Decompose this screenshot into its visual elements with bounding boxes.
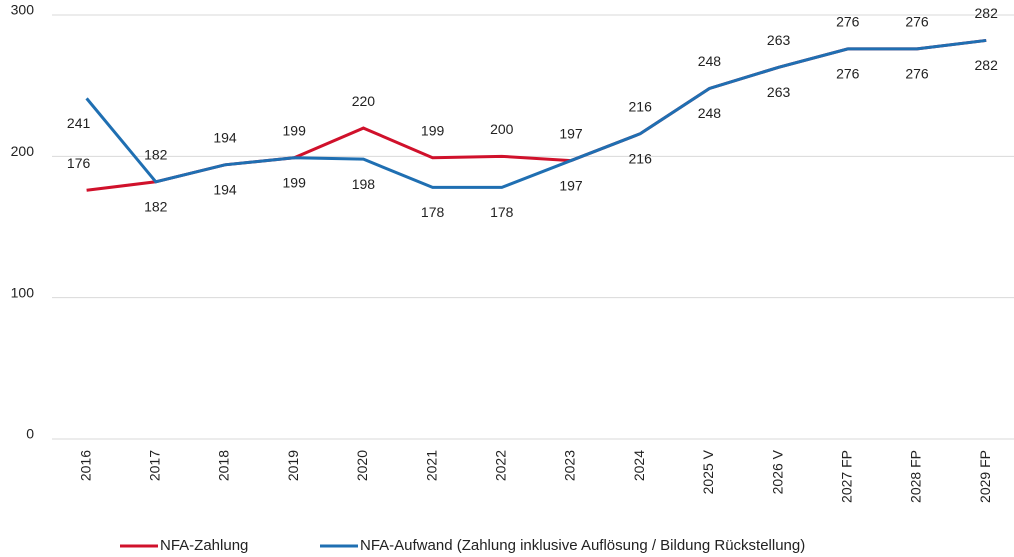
data-label: 194 (213, 130, 237, 146)
y-tick-label: 300 (11, 2, 35, 18)
data-label: 194 (213, 182, 237, 198)
x-tick-label: 2025 V (700, 449, 716, 494)
data-label: 248 (698, 105, 722, 121)
data-label: 276 (905, 14, 929, 30)
data-label: 216 (629, 98, 653, 114)
data-label: 263 (767, 32, 791, 48)
data-label: 199 (421, 122, 445, 138)
data-label: 241 (67, 115, 91, 131)
series-line (86, 38, 987, 192)
x-tick-label: 2024 (631, 450, 647, 481)
data-label: 276 (905, 66, 929, 82)
legend-label: NFA-Zahlung (160, 537, 248, 554)
x-tick-label: 2019 (285, 450, 301, 481)
x-tick-label: 2028 FP (908, 450, 924, 503)
x-tick-label: 2016 (77, 450, 93, 481)
data-label: 199 (283, 122, 307, 138)
data-label: 182 (144, 198, 168, 214)
data-label: 198 (352, 176, 376, 192)
data-label: 200 (490, 121, 514, 137)
x-tick-label: 2023 (562, 450, 578, 481)
x-tick-label: 2022 (493, 450, 509, 481)
data-label: 176 (67, 155, 91, 171)
x-tick-label: 2018 (216, 450, 232, 481)
data-label: 282 (975, 5, 999, 21)
data-label: 282 (975, 57, 999, 73)
x-tick-label: 2021 (423, 450, 439, 481)
data-label: 276 (836, 14, 860, 30)
data-label: 216 (629, 150, 653, 166)
data-label: 197 (559, 125, 583, 141)
x-tick-label: 2026 V (769, 449, 785, 494)
y-tick-label: 0 (26, 426, 34, 442)
series-line (85, 38, 987, 189)
data-label: 178 (490, 204, 514, 220)
data-label: 248 (698, 53, 722, 69)
data-label: 197 (559, 177, 583, 193)
y-tick-label: 100 (11, 284, 35, 300)
data-label: 220 (352, 93, 376, 109)
x-tick-label: 2017 (147, 450, 163, 481)
x-tick-label: 2027 FP (839, 450, 855, 503)
data-label: 182 (144, 146, 168, 162)
data-label: 263 (767, 84, 791, 100)
legend-label: NFA-Aufwand (Zahlung inklusive Auflösung… (360, 537, 805, 554)
x-tick-label: 2020 (354, 450, 370, 481)
data-label: 199 (283, 174, 307, 190)
y-tick-label: 200 (11, 143, 35, 159)
data-label: 178 (421, 204, 445, 220)
x-tick-label: 2029 FP (977, 450, 993, 503)
data-label: 276 (836, 66, 860, 82)
